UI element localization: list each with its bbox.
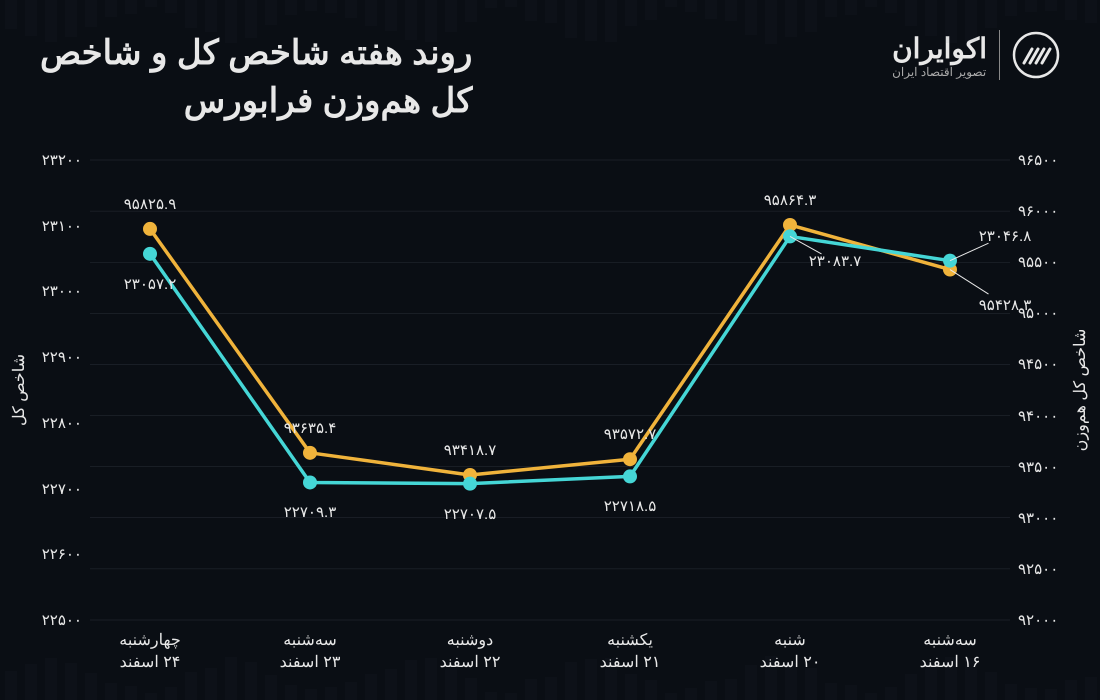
data-label: ۹۳۴۱۸.۷ [444,441,497,459]
chart-lines [90,160,1010,620]
chart: شاخص کل شاخص کل هم‌وزن ۲۲۵۰۰۲۲۶۰۰۲۲۷۰۰۲۲… [90,160,1010,620]
x-ticks: سه‌شنبه۱۶ اسفندشنبه۲۰ اسفندیکشنبه۲۱ اسفن… [90,630,1010,690]
data-label: ۲۲۷۱۸.۵ [604,497,657,515]
data-label: ۹۵۸۶۴.۳ [764,191,817,209]
data-label: ۲۳۰۴۶.۸ [979,227,1032,245]
data-label: ۹۳۶۳۵.۴ [284,419,337,437]
data-label: ۹۵۴۲۸.۳ [979,296,1032,314]
background-decoration [0,0,1100,60]
data-label: ۹۵۸۲۵.۹ [124,195,177,213]
data-label: ۲۳۰۵۷.۲ [124,275,177,293]
data-label: ۲۳۰۸۳.۷ [809,252,862,270]
data-label: ۹۳۵۷۲.۷ [604,425,657,443]
data-label: ۲۲۷۰۹.۳ [284,503,337,521]
plot-area [90,160,1010,620]
y-left-ticks: ۲۲۵۰۰۲۲۶۰۰۲۲۷۰۰۲۲۸۰۰۲۲۹۰۰۲۳۰۰۰۲۳۱۰۰۲۳۲۰۰ [10,160,90,620]
data-label: ۲۲۷۰۷.۵ [444,505,497,523]
